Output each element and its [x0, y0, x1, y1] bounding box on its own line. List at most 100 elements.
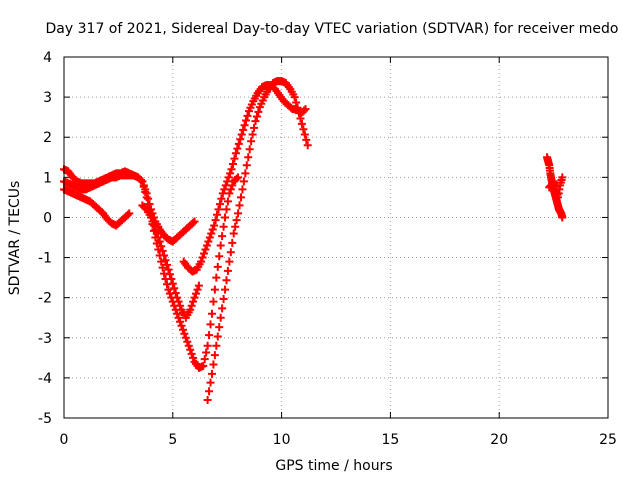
data-point-marker: [230, 154, 239, 163]
data-point-marker: [206, 378, 215, 387]
data-point-marker: [290, 93, 299, 102]
data-point-marker: [234, 139, 243, 148]
data-point-marker: [219, 222, 228, 231]
data-point-marker: [250, 123, 259, 132]
data-point-marker: [187, 349, 196, 358]
data-point-marker: [173, 293, 182, 302]
data-point-marker: [192, 289, 201, 298]
data-point-marker: [164, 285, 173, 294]
data-point-marker: [300, 106, 309, 115]
data-point-marker: [160, 251, 169, 260]
data-point-marker: [190, 217, 199, 226]
data-point-marker: [186, 345, 195, 354]
data-point-marker: [240, 121, 249, 130]
data-point-marker: [210, 221, 219, 230]
data-point-marker: [165, 270, 174, 279]
data-point-marker: [301, 105, 310, 114]
data-point-marker: [296, 114, 305, 123]
data-point-marker: [205, 331, 214, 340]
data-point-marker: [142, 193, 151, 202]
data-point-marker: [242, 116, 251, 125]
data-point-marker: [203, 341, 212, 350]
data-point-marker: [232, 174, 241, 183]
data-point-marker: [252, 112, 261, 121]
data-point-marker: [243, 111, 252, 120]
data-point-marker: [205, 387, 214, 396]
data-point-marker: [300, 130, 309, 139]
data-point-marker: [213, 262, 222, 271]
data-point-marker: [254, 107, 263, 116]
data-point-marker: [236, 193, 245, 202]
data-point-marker: [148, 217, 157, 226]
data-point-marker: [157, 257, 166, 266]
data-point-marker: [218, 232, 227, 241]
data-point-marker: [234, 209, 243, 218]
data-point-marker: [168, 279, 177, 288]
data-point-marker: [248, 130, 257, 139]
data-point-marker: [226, 248, 235, 257]
data-point-marker: [233, 144, 242, 153]
data-point-marker: [223, 177, 232, 186]
data-point-marker: [303, 141, 312, 150]
axis-ticks: 0 5 10 15 20 25 -5 -4 -3 -2 -1 0 1 2 3 4: [38, 50, 617, 448]
x-tick-label: 15: [381, 432, 399, 448]
data-point-marker: [170, 284, 179, 293]
data-point-marker: [125, 209, 134, 218]
data-point-marker: [199, 361, 208, 370]
data-point-marker: [147, 213, 156, 222]
data-point-marker: [212, 273, 221, 282]
data-point-marker: [190, 293, 199, 302]
data-point-marker: [157, 242, 166, 251]
data-point-marker: [222, 205, 231, 214]
data-point-marker: [152, 229, 161, 238]
data-point-marker: [215, 200, 224, 209]
data-point-marker: [210, 351, 219, 360]
data-point-marker: [302, 135, 311, 144]
x-tick-label: 10: [273, 432, 291, 448]
data-point-marker: [244, 153, 253, 162]
data-point-marker: [229, 229, 238, 238]
data-point-marker: [203, 395, 212, 404]
data-point-marker: [164, 265, 173, 274]
data-points: [60, 77, 567, 404]
y-tick-label: 4: [43, 50, 52, 66]
data-point-marker: [216, 313, 225, 322]
x-tick-label: 0: [60, 432, 69, 448]
y-axis-label: SDTVAR / TECUs: [7, 181, 23, 296]
data-point-marker: [292, 98, 301, 107]
data-point-marker: [176, 301, 185, 310]
data-point-marker: [215, 252, 224, 261]
data-point-marker: [297, 119, 306, 128]
y-tick-label: -5: [38, 411, 52, 427]
data-point-marker: [227, 165, 236, 174]
data-point-marker: [209, 297, 218, 306]
data-point-marker: [221, 181, 230, 190]
data-point-marker: [136, 176, 145, 185]
data-point-marker: [189, 353, 198, 362]
y-tick-label: 0: [43, 210, 52, 226]
plot-frame: [63, 56, 609, 419]
data-point-marker: [220, 185, 229, 194]
y-tick-label: 2: [43, 130, 52, 146]
data-point-marker: [198, 253, 207, 262]
data-point-marker: [183, 337, 192, 346]
data-point-marker: [173, 309, 182, 318]
data-point-marker: [207, 369, 216, 378]
data-point-marker: [236, 135, 245, 144]
data-point-marker: [193, 285, 202, 294]
data-point-marker: [181, 333, 190, 342]
data-point-marker: [189, 297, 198, 306]
data-point-marker: [232, 216, 241, 225]
data-point-marker: [155, 237, 164, 246]
data-point-marker: [154, 233, 163, 242]
data-point-marker: [222, 276, 231, 285]
data-point-marker: [167, 274, 176, 283]
grid: [64, 57, 608, 418]
data-point-marker: [229, 159, 238, 168]
data-point-marker: [237, 130, 246, 139]
data-point-marker: [293, 103, 302, 112]
data-point-marker: [558, 213, 567, 222]
data-point-marker: [162, 260, 171, 269]
data-point-marker: [558, 173, 567, 182]
